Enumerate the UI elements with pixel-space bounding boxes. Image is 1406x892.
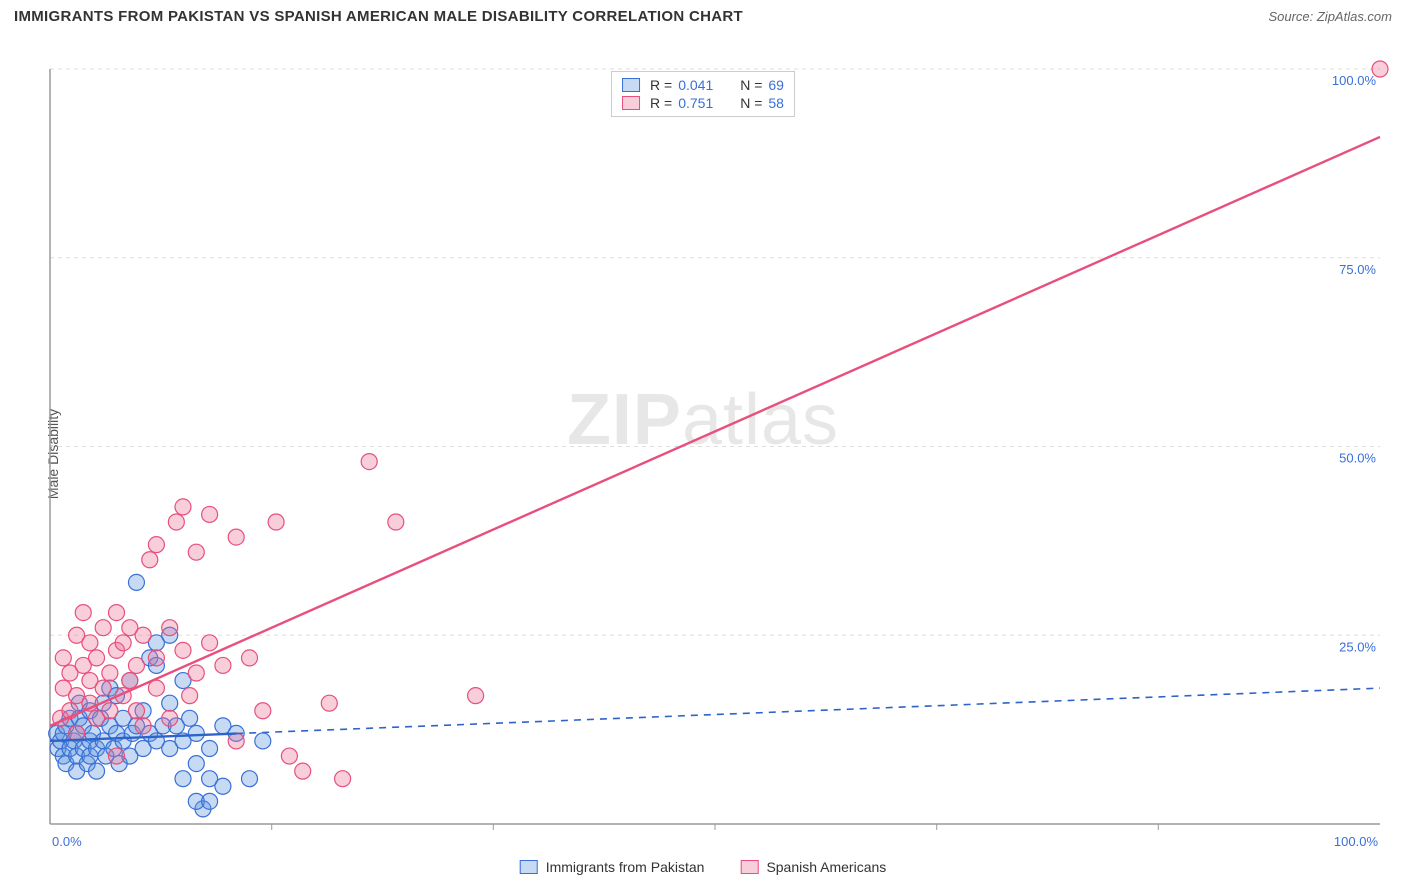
n-label: N = [740,77,762,93]
legend-swatch-pink [622,96,640,110]
legend-swatch-blue [520,860,538,874]
chart-title: IMMIGRANTS FROM PAKISTAN VS SPANISH AMER… [14,8,743,25]
chart-header: IMMIGRANTS FROM PAKISTAN VS SPANISH AMER… [0,0,1406,29]
legend-label-blue: Immigrants from Pakistan [546,859,705,875]
svg-text:75.0%: 75.0% [1339,262,1376,277]
legend-series: Immigrants from Pakistan Spanish America… [520,859,887,875]
legend-label-pink: Spanish Americans [766,859,886,875]
svg-text:100.0%: 100.0% [1334,834,1379,849]
n-value-pink: 58 [768,95,784,111]
svg-text:25.0%: 25.0% [1339,639,1376,654]
svg-text:50.0%: 50.0% [1339,451,1376,466]
r-label: R = [650,95,672,111]
chart-source: Source: ZipAtlas.com [1268,9,1392,24]
n-label: N = [740,95,762,111]
legend-correlation-box: R = 0.041 N = 69 R = 0.751 N = 58 [611,71,795,117]
legend-row-pink: R = 0.751 N = 58 [622,94,784,112]
legend-swatch-pink [740,860,758,874]
legend-row-blue: R = 0.041 N = 69 [622,76,784,94]
r-label: R = [650,77,672,93]
svg-text:0.0%: 0.0% [52,834,82,849]
legend-swatch-blue [622,78,640,92]
source-prefix: Source: [1268,9,1316,24]
svg-text:100.0%: 100.0% [1332,73,1377,88]
n-value-blue: 69 [768,77,784,93]
chart-area: Male Disability ZIPatlas 25.0%50.0%75.0%… [0,29,1406,879]
chart-svg: 25.0% 50.0% 75.0% 100.0% 0.0% 100.0% [0,29,1406,879]
legend-item-blue: Immigrants from Pakistan [520,859,705,875]
r-value-pink: 0.751 [678,95,726,111]
r-value-blue: 0.041 [678,77,726,93]
source-name: ZipAtlas.com [1317,9,1392,24]
legend-item-pink: Spanish Americans [740,859,886,875]
